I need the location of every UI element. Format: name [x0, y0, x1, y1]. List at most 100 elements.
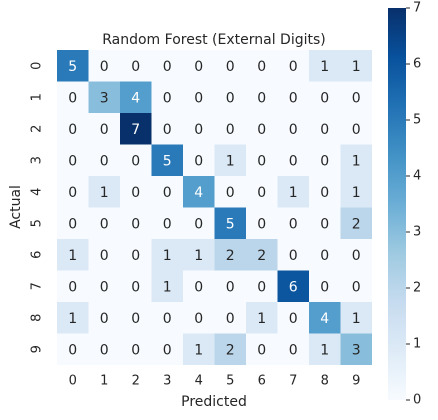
cell-label: 7: [131, 122, 140, 138]
x-tick-label: 0: [69, 374, 77, 389]
heatmap-cell: [214, 333, 246, 365]
cell-label: 0: [289, 122, 298, 138]
x-axis-label: Predicted: [181, 394, 247, 410]
heatmap-cell: [340, 50, 372, 82]
cell-label: 0: [352, 279, 361, 295]
cell-label: 0: [163, 216, 172, 232]
cell-label: 0: [194, 153, 203, 169]
cell-label: 0: [68, 90, 77, 106]
cell-label: 0: [289, 342, 298, 358]
y-axis-label: Actual: [8, 185, 24, 229]
colorbar-tick-label: 6: [413, 57, 421, 72]
cell-label: 0: [352, 248, 361, 264]
cell-label: 0: [257, 185, 266, 201]
cell-label: 0: [131, 59, 140, 75]
colorbar-tick-label: 4: [413, 169, 421, 184]
cell-label: 1: [352, 185, 361, 201]
cell-label: 0: [131, 342, 140, 358]
heatmap-cell: [246, 144, 278, 176]
heatmap-cell: [214, 176, 246, 208]
heatmap-cell: [340, 333, 372, 365]
heatmap-cell: [57, 81, 89, 113]
cell-label: 1: [68, 311, 77, 327]
heatmap-cell: [246, 50, 278, 82]
cell-label: 4: [194, 185, 203, 201]
heatmap-cell: [57, 239, 89, 271]
cell-label: 2: [226, 342, 235, 358]
cell-label: 0: [226, 90, 235, 106]
heatmap-cell: [214, 113, 246, 145]
colorbar: [388, 8, 406, 400]
cell-label: 0: [320, 248, 329, 264]
heatmap-cell: [246, 207, 278, 239]
cell-label: 5: [68, 59, 77, 75]
cell-label: 0: [257, 342, 266, 358]
heatmap-cell: [309, 207, 341, 239]
heatmap-cell: [151, 333, 183, 365]
cell-label: 0: [163, 59, 172, 75]
cell-label: 6: [289, 279, 298, 295]
cell-label: 0: [352, 90, 361, 106]
heatmap-cell: [57, 113, 89, 145]
colorbar-tick-label: 2: [413, 281, 421, 296]
cell-label: 0: [289, 59, 298, 75]
x-tick-label: 5: [226, 374, 234, 389]
cell-label: 3: [100, 90, 109, 106]
cell-label: 0: [131, 153, 140, 169]
heatmap-cell: [88, 144, 120, 176]
cell-label: 1: [352, 59, 361, 75]
colorbar-tick-label: 0: [413, 393, 421, 408]
x-tick-label: 2: [132, 374, 140, 389]
heatmap-cell: [88, 81, 120, 113]
heatmap-cell: [183, 333, 215, 365]
heatmap-cell: [120, 176, 152, 208]
cell-label: 0: [289, 311, 298, 327]
heatmap-cell: [214, 50, 246, 82]
heatmap-cell: [309, 144, 341, 176]
y-tick-label: 4: [30, 188, 45, 196]
cell-label: 1: [194, 342, 203, 358]
chart-title: Random Forest (External Digits): [102, 32, 326, 48]
cell-label: 0: [163, 185, 172, 201]
cell-label: 0: [100, 311, 109, 327]
heatmap-cell: [88, 302, 120, 334]
heatmap-cell: [277, 50, 309, 82]
cell-label: 1: [352, 311, 361, 327]
heatmap-cell: [151, 207, 183, 239]
cell-label: 2: [352, 216, 361, 232]
heatmap-cell: [151, 239, 183, 271]
heatmap-cell: [57, 144, 89, 176]
cell-label: 1: [68, 248, 77, 264]
heatmap-cell: [57, 270, 89, 302]
heatmap-cell: [88, 239, 120, 271]
heatmap-cell: [277, 144, 309, 176]
heatmap-cell: [88, 270, 120, 302]
heatmap-cell: [246, 176, 278, 208]
heatmap-cell: [183, 239, 215, 271]
cell-label: 0: [194, 279, 203, 295]
cell-label: 0: [257, 153, 266, 169]
heatmap-cell: [214, 144, 246, 176]
heatmap-cell: [214, 270, 246, 302]
heatmap-cell: [340, 176, 372, 208]
heatmap-cell: [57, 50, 89, 82]
heatmap-cell: [214, 239, 246, 271]
cell-label: 0: [131, 248, 140, 264]
heatmap-cell: [88, 207, 120, 239]
heatmap-cell: [340, 207, 372, 239]
y-tick-label: 1: [30, 93, 45, 101]
cell-label: 0: [100, 279, 109, 295]
heatmap-cell: [183, 176, 215, 208]
heatmap-cell: [309, 50, 341, 82]
cell-label: 2: [257, 248, 266, 264]
heatmap-cell: [120, 207, 152, 239]
heatmap-cell: [309, 176, 341, 208]
cell-label: 0: [226, 279, 235, 295]
y-tick-label: 7: [30, 282, 45, 290]
cell-label: 1: [257, 311, 266, 327]
heatmap-cell: [88, 176, 120, 208]
heatmap-cell: [151, 50, 183, 82]
cell-label: 0: [226, 122, 235, 138]
heatmap-cell: [120, 239, 152, 271]
heatmap-cell: [120, 333, 152, 365]
